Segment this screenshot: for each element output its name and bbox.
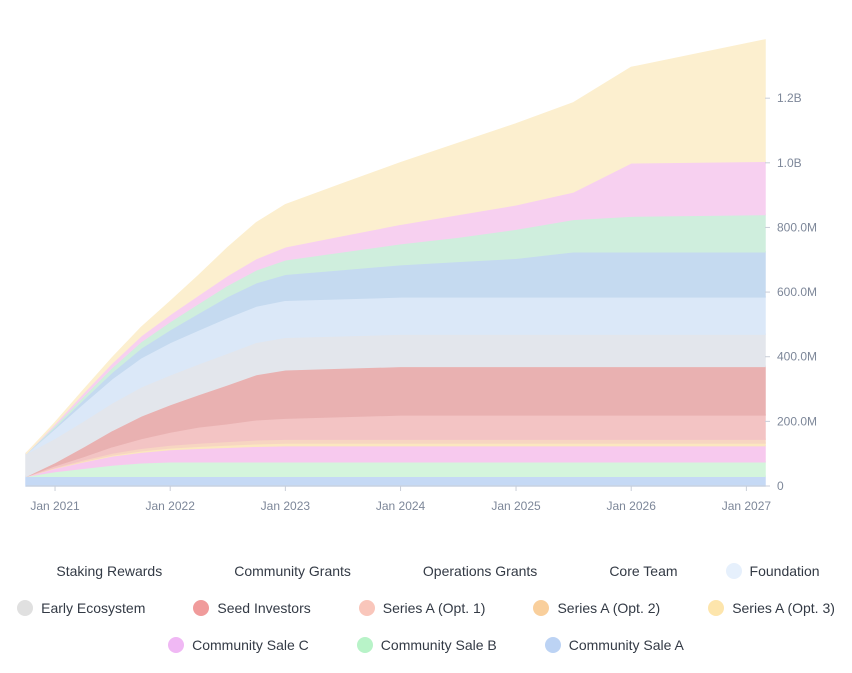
legend-label: Foundation	[749, 562, 820, 579]
legend-item-series-a-opt-3[interactable]: Series A (Opt. 3)	[708, 599, 835, 616]
legend-item-operations-grants[interactable]: Operations Grants	[398, 562, 538, 579]
legend-swatch	[398, 562, 415, 579]
legend-label: Community Sale B	[380, 636, 497, 653]
legend-item-series-a-opt-2[interactable]: Series A (Opt. 2)	[533, 599, 661, 616]
legend-label: Series A (Opt. 3)	[732, 599, 835, 616]
legend-item-foundation[interactable]: Foundation	[725, 562, 820, 579]
legend-item-seed-investors[interactable]: Seed Investors	[193, 599, 311, 616]
x-tick-label: Jan 2027	[722, 499, 772, 513]
x-tick-label: Jan 2021	[30, 499, 80, 513]
series-areas	[25, 39, 766, 487]
stacked-area-chart: Jan 2021 Jan 2022 Jan 2023 Jan 2024 Jan 2025…	[25, 39, 817, 513]
legend-item-community-grants[interactable]: Community Grants	[210, 562, 351, 579]
y-tick-label: 800.0M	[777, 220, 817, 234]
legend-row: Staking Rewards Community Grants Operation…	[0, 552, 852, 589]
legend-label: Community Grants	[234, 562, 351, 579]
legend-label: Staking Rewards	[56, 562, 163, 579]
x-axis: Jan 2021 Jan 2022 Jan 2023 Jan 2024 Jan 2025…	[26, 485, 772, 513]
y-tick-label: 1.0B	[777, 156, 802, 170]
legend-swatch	[32, 562, 49, 579]
legend-item-early-ecosystem[interactable]: Early Ecosystem	[17, 599, 146, 616]
legend-swatch	[210, 562, 227, 579]
series-area-community-sale-b	[25, 461, 766, 478]
legend-swatch	[168, 636, 185, 653]
legend-swatch	[356, 636, 373, 653]
legend-label: Series A (Opt. 1)	[382, 599, 486, 616]
chart-legend: Staking Rewards Community Grants Operation…	[0, 552, 852, 663]
legend-label: Early Ecosystem	[41, 599, 146, 616]
legend-swatch	[358, 599, 375, 616]
x-tick-label: Jan 2022	[146, 499, 196, 513]
legend-swatch	[17, 599, 34, 616]
legend-label: Core Team	[609, 562, 678, 579]
legend-item-series-a-opt-1[interactable]: Series A (Opt. 1)	[358, 599, 486, 616]
x-tick-label: Jan 2023	[261, 499, 311, 513]
legend-label: Seed Investors	[217, 599, 311, 616]
x-tick-label: Jan 2026	[607, 499, 657, 513]
legend-item-core-team[interactable]: Core Team	[585, 562, 678, 579]
legend-swatch	[544, 636, 561, 653]
legend-label: Series A (Opt. 2)	[557, 599, 661, 616]
y-tick-label: 400.0M	[777, 350, 817, 364]
legend-swatch	[585, 562, 602, 579]
legend-item-community-sale-c[interactable]: Community Sale C	[168, 636, 309, 653]
y-tick-label: 200.0M	[777, 414, 817, 428]
legend-label: Community Sale C	[192, 636, 309, 653]
series-area-staking-rewards	[25, 39, 766, 455]
legend-swatch	[533, 599, 550, 616]
legend-swatch	[193, 599, 210, 616]
legend-item-staking-rewards[interactable]: Staking Rewards	[32, 562, 163, 579]
legend-swatch	[708, 599, 725, 616]
legend-swatch	[725, 562, 742, 579]
y-tick-label: 600.0M	[777, 285, 817, 299]
legend-row: Early Ecosystem Seed Investors Series A (O…	[0, 589, 852, 626]
legend-label: Community Sale A	[568, 636, 684, 653]
y-tick-label: 1.2B	[777, 91, 802, 105]
legend-item-community-sale-b[interactable]: Community Sale B	[356, 636, 497, 653]
x-tick-label: Jan 2024	[376, 499, 426, 513]
y-tick-label: 0	[777, 479, 784, 493]
series-area-community-sale-a	[25, 475, 766, 487]
y-axis: 0 200.0M 400.0M 600.0M 800.0M 1.0B 1.2B	[765, 91, 817, 493]
legend-item-community-sale-a[interactable]: Community Sale A	[544, 636, 684, 653]
x-tick-label: Jan 2025	[491, 499, 541, 513]
legend-label: Operations Grants	[422, 562, 538, 579]
legend-row: Community Sale C Community Sale B Communit…	[0, 626, 852, 663]
